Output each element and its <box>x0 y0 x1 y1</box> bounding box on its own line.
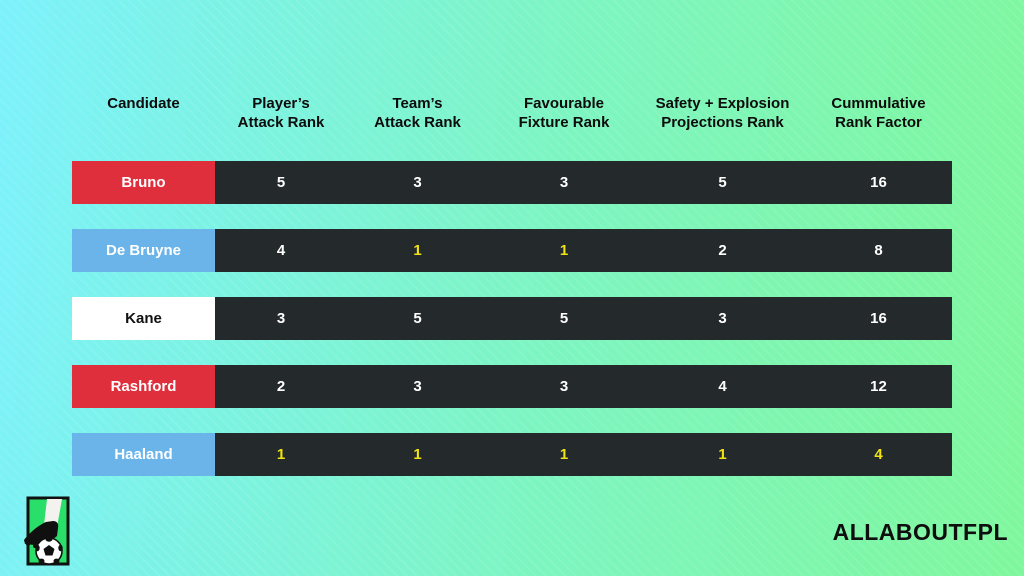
rank-cell: 2 <box>215 365 347 408</box>
candidate-cell: Haaland <box>72 433 215 476</box>
rank-cell: 4 <box>215 229 347 272</box>
rank-cell: 1 <box>215 433 347 476</box>
boot-and-ball-logo-svg <box>24 496 70 566</box>
column-header-players-attack-rank: Player’s Attack Rank <box>237 95 325 131</box>
rank-cell: 1 <box>488 229 640 272</box>
rank-cell: 3 <box>347 365 488 408</box>
boot-and-ball-logo <box>12 492 72 575</box>
rank-cell: 3 <box>347 161 488 204</box>
candidate-cell: De Bruyne <box>72 229 215 272</box>
rank-cell: 1 <box>488 433 640 476</box>
rank-cell: 3 <box>488 365 640 408</box>
candidate-name: Bruno <box>121 174 166 191</box>
rank-cell: 5 <box>347 297 488 340</box>
sock-shape <box>44 499 62 527</box>
candidate-name: Kane <box>125 310 162 327</box>
candidate-name: Rashford <box>110 378 177 395</box>
table-row-de-bruyne: De Bruyne 4 1 1 2 8 <box>72 229 952 272</box>
rank-cell: 5 <box>640 161 805 204</box>
rank-cell: 3 <box>215 297 347 340</box>
candidate-cell: Kane <box>72 297 215 340</box>
table-row-kane: Kane 3 5 5 3 16 <box>72 297 952 340</box>
table-row-bruno: Bruno 5 3 3 5 16 <box>72 161 952 204</box>
candidate-cell: Bruno <box>72 161 215 204</box>
rank-cell: 1 <box>347 433 488 476</box>
rank-cell: 16 <box>805 297 952 340</box>
rank-cell: 8 <box>805 229 952 272</box>
rank-cell: 1 <box>347 229 488 272</box>
rank-cell: 3 <box>640 297 805 340</box>
column-header-safety-explosion-rank: Safety + Explosion Projections Rank <box>655 95 790 131</box>
rank-cell: 12 <box>805 365 952 408</box>
table-row-rashford: Rashford 2 3 3 4 12 <box>72 365 952 408</box>
table-body: Bruno 5 3 3 5 16 De Bruyne 4 1 1 2 8 Kan… <box>72 161 952 501</box>
rank-cell: 5 <box>215 161 347 204</box>
rank-cell: 1 <box>640 433 805 476</box>
rank-cell: 3 <box>488 161 640 204</box>
brand-text: ALLABOUTFPL <box>832 519 1008 545</box>
column-header-cummulative-rank-factor: Cummulative Rank Factor <box>831 95 926 131</box>
column-header-teams-attack-rank: Team’s Attack Rank <box>374 95 461 131</box>
candidate-name: De Bruyne <box>105 242 182 259</box>
column-header-candidate: Candidate <box>107 95 180 112</box>
rank-cell: 4 <box>640 365 805 408</box>
table-header-row: Candidate Player’s Attack Rank Team’s At… <box>72 94 952 132</box>
table-row-haaland: Haaland 1 1 1 1 4 <box>72 433 952 476</box>
column-header-favourable-fixture-rank: Favourable Fixture Rank <box>518 95 610 131</box>
rank-cell: 16 <box>805 161 952 204</box>
rank-cell: 5 <box>488 297 640 340</box>
candidate-cell: Rashford <box>72 365 215 408</box>
rank-cell: 4 <box>805 433 952 476</box>
candidate-name: Haaland <box>114 446 173 463</box>
rank-cell: 2 <box>640 229 805 272</box>
